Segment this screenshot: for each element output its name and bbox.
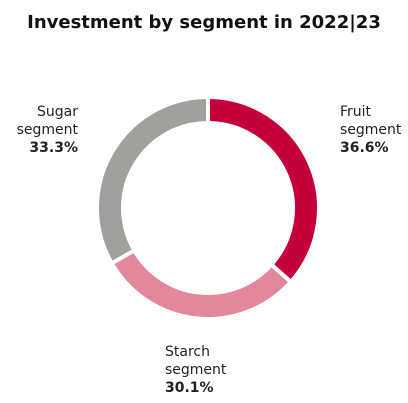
segment-label: Fruit segment 36.6% — [340, 103, 408, 157]
donut-segment — [206, 94, 321, 285]
category-label: Starch segment — [165, 344, 227, 378]
segment-label: Sugar segment 33.3% — [0, 103, 78, 157]
donut-segment — [95, 94, 210, 267]
category-label: Sugar segment — [16, 104, 78, 138]
donut-segment — [109, 247, 294, 321]
value-label: 36.6% — [340, 140, 389, 156]
chart-title: Investment by segment in 2022|23 — [27, 12, 381, 33]
value-label: 33.3% — [29, 140, 78, 156]
category-label: Fruit segment — [340, 104, 402, 138]
segment-label: Starch segment 30.1% — [165, 343, 245, 397]
value-label: 30.1% — [165, 380, 214, 396]
